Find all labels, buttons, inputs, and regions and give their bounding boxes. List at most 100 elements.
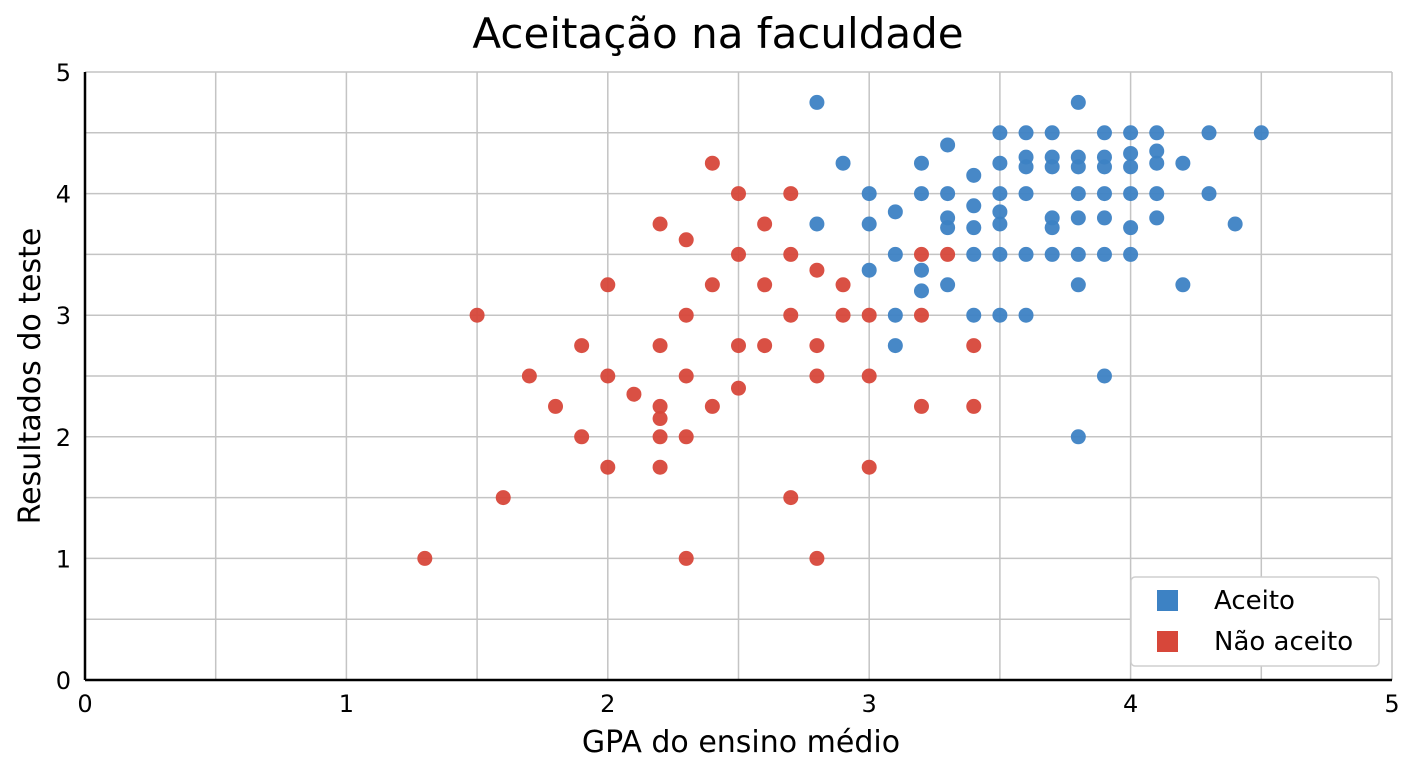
y-axis-label: Resultados do teste bbox=[13, 228, 48, 525]
point-nao-aceito-23 bbox=[731, 338, 746, 354]
point-aceito-56 bbox=[992, 246, 1008, 262]
point-aceito-34 bbox=[1096, 186, 1112, 202]
point-nao-aceito-11 bbox=[600, 277, 616, 293]
point-aceito-50 bbox=[940, 220, 956, 236]
point-aceito-20 bbox=[1175, 155, 1191, 171]
point-aceito-30 bbox=[940, 186, 956, 202]
y-tick-label-3: 3 bbox=[56, 302, 71, 330]
point-aceito-73 bbox=[1096, 368, 1112, 384]
y-tick-label-0: 0 bbox=[56, 667, 71, 695]
point-nao-aceito-31 bbox=[861, 368, 877, 384]
point-aceito-6 bbox=[1123, 125, 1139, 141]
x-tick-label-0: 0 bbox=[77, 690, 92, 718]
point-aceito-18 bbox=[913, 155, 929, 171]
point-aceito-36 bbox=[1149, 186, 1165, 202]
y-tick-label-1: 1 bbox=[56, 545, 71, 573]
point-nao-aceito-41 bbox=[652, 429, 668, 445]
point-aceito-26 bbox=[1149, 155, 1165, 171]
point-nao-aceito-13 bbox=[757, 277, 773, 293]
point-aceito-72 bbox=[887, 338, 903, 354]
point-aceito-2 bbox=[992, 125, 1008, 141]
legend: Aceito Não aceito bbox=[1130, 576, 1380, 667]
x-tick-label-1: 1 bbox=[339, 690, 354, 718]
point-aceito-71 bbox=[1018, 307, 1034, 323]
point-aceito-59 bbox=[1070, 246, 1086, 262]
point-aceito-28 bbox=[861, 186, 877, 202]
point-nao-aceito-26 bbox=[966, 338, 982, 354]
point-aceito-64 bbox=[940, 277, 956, 293]
point-aceito-48 bbox=[992, 216, 1008, 232]
point-nao-aceito-35 bbox=[652, 398, 668, 414]
point-aceito-38 bbox=[966, 198, 982, 214]
point-nao-aceito-17 bbox=[783, 307, 799, 323]
point-aceito-65 bbox=[1070, 277, 1086, 293]
point-nao-aceito-42 bbox=[678, 429, 694, 445]
point-aceito-43 bbox=[1070, 210, 1086, 226]
point-aceito-58 bbox=[1044, 246, 1060, 262]
point-aceito-5 bbox=[1096, 125, 1112, 141]
point-aceito-25 bbox=[1123, 159, 1139, 175]
point-nao-aceito-4 bbox=[757, 216, 773, 232]
point-aceito-55 bbox=[966, 246, 982, 262]
point-aceito-10 bbox=[940, 137, 956, 153]
point-nao-aceito-33 bbox=[626, 386, 642, 402]
x-tick-label-4: 4 bbox=[1123, 690, 1138, 718]
point-nao-aceito-30 bbox=[809, 368, 825, 384]
point-aceito-19 bbox=[992, 155, 1008, 171]
point-nao-aceito-18 bbox=[835, 307, 851, 323]
point-nao-aceito-44 bbox=[652, 459, 668, 475]
point-nao-aceito-45 bbox=[861, 459, 877, 475]
point-nao-aceito-50 bbox=[809, 550, 825, 566]
point-aceito-0 bbox=[809, 94, 825, 110]
point-aceito-52 bbox=[1044, 220, 1060, 236]
point-nao-aceito-5 bbox=[678, 232, 694, 248]
point-aceito-53 bbox=[1123, 220, 1139, 236]
point-aceito-29 bbox=[913, 186, 929, 202]
point-nao-aceito-12 bbox=[704, 277, 720, 293]
point-nao-aceito-39 bbox=[652, 411, 668, 427]
point-nao-aceito-48 bbox=[417, 550, 433, 566]
point-nao-aceito-8 bbox=[913, 246, 929, 262]
point-aceito-37 bbox=[1201, 186, 1217, 202]
point-nao-aceito-3 bbox=[652, 216, 668, 232]
point-nao-aceito-19 bbox=[861, 307, 877, 323]
point-aceito-45 bbox=[1149, 210, 1165, 226]
point-aceito-57 bbox=[1018, 246, 1034, 262]
point-nao-aceito-47 bbox=[783, 490, 799, 506]
point-aceito-46 bbox=[809, 216, 825, 232]
point-nao-aceito-28 bbox=[600, 368, 616, 384]
point-nao-aceito-24 bbox=[757, 338, 773, 354]
point-nao-aceito-34 bbox=[548, 398, 564, 414]
point-nao-aceito-22 bbox=[652, 338, 668, 354]
point-nao-aceito-27 bbox=[521, 368, 537, 384]
point-aceito-70 bbox=[992, 307, 1008, 323]
point-aceito-63 bbox=[913, 262, 929, 278]
point-nao-aceito-40 bbox=[574, 429, 590, 445]
y-tick-labels: 0 1 2 3 4 5 bbox=[56, 59, 71, 695]
axes bbox=[83, 72, 1392, 682]
point-nao-aceito-7 bbox=[783, 246, 799, 262]
point-aceito-8 bbox=[1201, 125, 1217, 141]
point-nao-aceito-15 bbox=[469, 307, 485, 323]
point-nao-aceito-21 bbox=[574, 338, 590, 354]
point-aceito-4 bbox=[1044, 125, 1060, 141]
point-nao-aceito-20 bbox=[913, 307, 929, 323]
point-aceito-49 bbox=[1227, 216, 1243, 232]
point-nao-aceito-38 bbox=[966, 398, 982, 414]
point-aceito-68 bbox=[887, 307, 903, 323]
point-nao-aceito-25 bbox=[809, 338, 825, 354]
point-aceito-27 bbox=[966, 167, 982, 183]
point-aceito-60 bbox=[1096, 246, 1112, 262]
point-aceito-22 bbox=[1044, 159, 1060, 175]
point-nao-aceito-46 bbox=[495, 490, 511, 506]
point-aceito-31 bbox=[992, 186, 1008, 202]
point-aceito-51 bbox=[966, 220, 982, 236]
point-aceito-24 bbox=[1096, 159, 1112, 175]
point-nao-aceito-14 bbox=[835, 277, 851, 293]
y-tick-label-4: 4 bbox=[56, 181, 71, 209]
point-nao-aceito-16 bbox=[678, 307, 694, 323]
x-axis-label: GPA do ensino médio bbox=[582, 725, 900, 760]
point-aceito-3 bbox=[1018, 125, 1034, 141]
y-tick-label-2: 2 bbox=[56, 424, 71, 452]
point-nao-aceito-10 bbox=[809, 262, 825, 278]
